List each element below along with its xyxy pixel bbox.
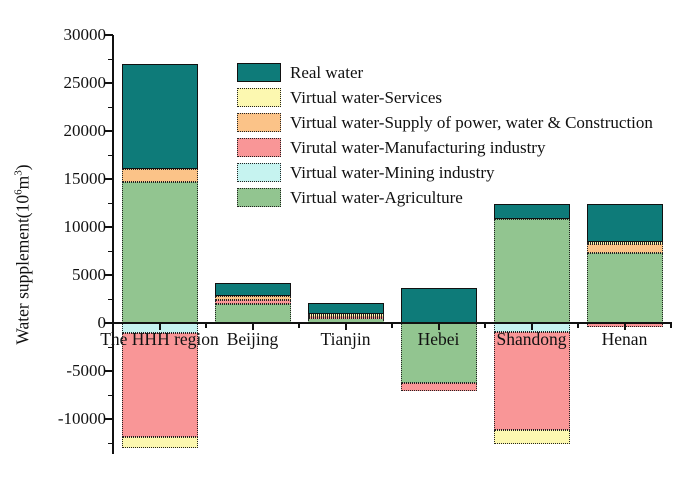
y-axis-title-close: ) [12, 164, 33, 171]
plot-area: The HHH region Beijing Tianjin Hebei Shandon… [100, 34, 672, 454]
bar-segment [307, 313, 384, 316]
y-major-tick [104, 322, 113, 325]
x-axis-label: Tianjin [320, 329, 371, 350]
bar-segment [121, 168, 198, 182]
y-axis-line [112, 35, 114, 454]
bar-segment [307, 303, 384, 314]
legend-swatch [237, 88, 281, 107]
legend-swatch [237, 113, 281, 132]
y-minor-tick [108, 106, 113, 109]
y-minor-tick [108, 250, 113, 253]
x-axis-label: The HHH region [100, 329, 219, 350]
legend-item: Virtual water-Agriculture [237, 185, 653, 210]
bar-segment [121, 182, 198, 324]
bar-segment [493, 218, 570, 324]
bar-segment [121, 63, 198, 169]
y-major-tick [104, 34, 113, 36]
legend-swatch [237, 163, 281, 182]
legend-swatch [237, 138, 281, 157]
legend-item: Virutal water-Manufacturing industry [237, 135, 653, 160]
x-axis-label: Shandong [496, 329, 567, 350]
x-boundary-tick [670, 323, 672, 329]
legend-item: Virtual water-Services [237, 85, 653, 110]
x-boundary-tick [391, 323, 393, 329]
y-major-tick [104, 178, 113, 181]
bar-segment [400, 382, 477, 392]
legend-label: Real water [290, 62, 364, 82]
y-tick-label: -10000 [57, 409, 106, 429]
legend-label: Virtual water-Services [290, 87, 443, 107]
y-major-tick [104, 370, 113, 373]
x-axis-label: Beijing [226, 329, 279, 350]
y-minor-tick [108, 394, 113, 397]
bar-segment [400, 287, 477, 324]
legend-label: Virtual water-Agriculture [290, 187, 463, 207]
bar-segment [214, 299, 291, 305]
y-minor-tick [108, 298, 113, 301]
y-minor-tick [108, 58, 113, 61]
y-axis-title: Water supplement(106m3) [13, 135, 34, 375]
y-major-tick [104, 274, 113, 277]
x-boundary-tick [205, 323, 207, 329]
x-boundary-tick [112, 323, 114, 329]
bar-segment [214, 282, 291, 297]
y-axis-title-unit: m [12, 175, 33, 190]
y-tick-label: -5000 [66, 361, 106, 381]
y-tick-label: 0 [97, 313, 107, 333]
y-major-tick [104, 226, 113, 229]
y-minor-tick [108, 202, 113, 205]
legend-item: Real water [237, 60, 653, 85]
bar-segment [307, 316, 384, 319]
x-major-tick [158, 323, 161, 331]
x-major-tick [623, 323, 626, 331]
bar-segment [586, 243, 663, 254]
x-major-tick [530, 323, 533, 331]
legend-label: Virtual water-Mining industry [290, 162, 495, 182]
legend-item: Virtual water-Mining industry [237, 160, 653, 185]
x-boundary-tick [298, 323, 300, 329]
y-axis-title-sup6: 6 [12, 189, 25, 195]
bar-segment [586, 253, 663, 324]
legend-label: Virtual water-Supply of power, water & C… [290, 112, 653, 132]
x-boundary-tick [577, 323, 579, 329]
x-major-tick [344, 323, 347, 331]
legend: Real water Virtual water-Services Virtual … [237, 60, 653, 210]
bar-segment [214, 296, 291, 300]
bar-segment [121, 436, 198, 449]
y-minor-tick [108, 442, 113, 445]
y-tick-label: 30000 [63, 25, 107, 44]
y-axis-title-sup3: 3 [12, 170, 25, 176]
y-tick-label: 5000 [72, 265, 106, 285]
bar-segment [493, 204, 570, 219]
y-tick-label: 10000 [63, 217, 107, 237]
legend-swatch [237, 188, 281, 207]
bar-segment [586, 241, 663, 244]
y-tick-label: 15000 [63, 169, 107, 189]
y-major-tick [104, 82, 113, 85]
y-major-tick [104, 418, 113, 421]
bar-segment [214, 304, 291, 324]
y-tick-label: 20000 [63, 121, 107, 141]
y-major-tick [104, 130, 113, 133]
y-minor-tick [108, 154, 113, 157]
x-major-tick [437, 323, 440, 331]
bar-segment [493, 331, 570, 430]
x-axis-label: Hebei [417, 329, 460, 350]
x-boundary-tick [484, 323, 486, 329]
y-axis-title-text: Water supplement(10 [12, 194, 33, 345]
legend-item: Virtual water-Supply of power, water & C… [237, 110, 653, 135]
legend-swatch [237, 63, 281, 82]
x-major-tick [251, 323, 254, 331]
y-minor-tick [108, 346, 113, 349]
x-axis-label: Henan [601, 329, 648, 350]
bar-segment [121, 332, 198, 437]
legend-label: Virutal water-Manufacturing industry [290, 137, 546, 157]
bar-segment [586, 204, 663, 242]
bar-segment [493, 429, 570, 445]
y-tick-label: 25000 [63, 73, 107, 93]
